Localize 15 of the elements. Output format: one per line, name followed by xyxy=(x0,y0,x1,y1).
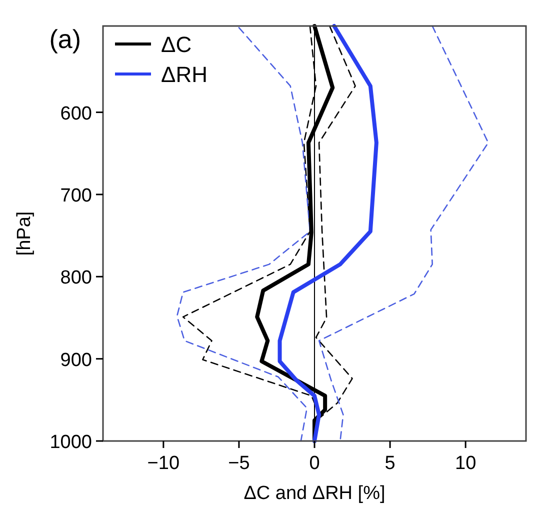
x-tick-label: −10 xyxy=(147,453,180,474)
x-axis-title: ΔC and ΔRH [%] xyxy=(244,483,386,504)
x-tick-label: 5 xyxy=(384,453,396,474)
y-axis-title: [hPa] xyxy=(14,211,35,256)
x-tick-label: −5 xyxy=(228,453,250,474)
chart-title: (a) xyxy=(49,24,81,54)
x-tick-label: 0 xyxy=(309,453,320,474)
legend-label: ΔRH xyxy=(161,62,208,87)
y-tick-label: 700 xyxy=(60,185,92,206)
y-tick-label: 1000 xyxy=(50,432,92,453)
y-tick-label: 600 xyxy=(60,103,92,124)
y-tick-label: 800 xyxy=(60,268,92,289)
legend-label: ΔC xyxy=(161,32,192,57)
y-tick-label: 900 xyxy=(60,350,92,371)
x-tick-label: 10 xyxy=(455,453,476,474)
